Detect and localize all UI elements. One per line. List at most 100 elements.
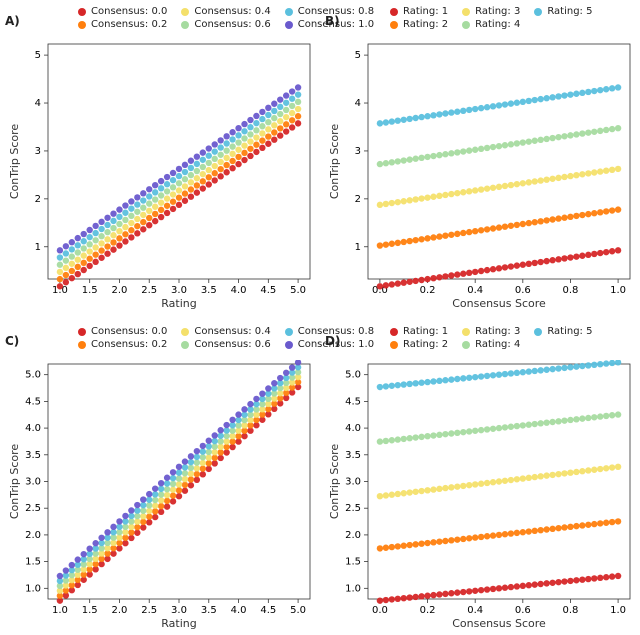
data-point (146, 193, 152, 199)
data-point (229, 438, 235, 444)
data-point (277, 111, 283, 117)
x-tick-label: 0.4 (467, 285, 483, 296)
data-point (537, 218, 543, 224)
data-point (259, 116, 265, 122)
data-point (92, 230, 98, 236)
data-point (412, 278, 418, 284)
y-tick-label: 3.5 (25, 450, 41, 461)
data-point (418, 277, 424, 283)
data-point (472, 106, 478, 112)
data-point (609, 360, 615, 366)
data-point (484, 104, 490, 110)
legend-item: Consensus: 0.0 (78, 326, 167, 337)
data-point (597, 250, 603, 256)
data-point (448, 109, 454, 115)
data-point (241, 135, 247, 141)
data-point (424, 487, 430, 493)
data-point (603, 520, 609, 526)
data-point (430, 194, 436, 200)
data-point (418, 114, 424, 120)
data-point (418, 236, 424, 242)
data-point (514, 222, 520, 228)
data-point (223, 140, 229, 146)
data-point (176, 202, 182, 208)
data-point (496, 478, 502, 484)
data-point (63, 272, 69, 278)
data-point (591, 129, 597, 135)
data-point (122, 535, 128, 541)
data-point (496, 425, 502, 431)
data-point (110, 225, 116, 231)
data-point (200, 157, 206, 163)
data-point (57, 276, 63, 282)
x-tick-label: 1.0 (52, 605, 68, 616)
data-point (603, 127, 609, 133)
data-point (57, 254, 63, 260)
data-point (389, 544, 395, 550)
data-point (609, 412, 615, 418)
data-point (271, 108, 277, 114)
data-point (377, 384, 383, 390)
data-point (158, 503, 164, 509)
data-point (104, 529, 110, 535)
data-point (188, 476, 194, 482)
data-point (502, 183, 508, 189)
data-point (436, 111, 442, 117)
data-point (57, 247, 63, 253)
data-point (81, 252, 87, 258)
data-point (223, 449, 229, 455)
data-point (86, 227, 92, 233)
data-point (283, 128, 289, 134)
data-point (496, 371, 502, 377)
data-point (555, 134, 561, 140)
data-point (537, 581, 543, 587)
data-point (561, 92, 567, 98)
data-point (140, 226, 146, 232)
data-point (206, 443, 212, 449)
data-point (146, 491, 152, 497)
data-point (176, 481, 182, 487)
data-point (436, 152, 442, 158)
data-point (561, 417, 567, 423)
x-tick-label: 0.2 (420, 285, 436, 296)
data-point (235, 125, 241, 131)
data-point (401, 490, 407, 496)
data-point (140, 513, 146, 519)
data-point (86, 256, 92, 262)
data-point (182, 198, 188, 204)
data-point (140, 205, 146, 211)
data-point (206, 460, 212, 466)
data-point (235, 161, 241, 167)
data-point (615, 464, 621, 470)
data-point (502, 101, 508, 107)
data-point (597, 520, 603, 526)
data-point (170, 177, 176, 183)
x-tick-label: 5.0 (290, 285, 306, 296)
legend-item: Rating: 1 (390, 6, 448, 17)
data-point (140, 502, 146, 508)
legend-dot-icon (285, 341, 293, 349)
data-point (229, 151, 235, 157)
data-point (389, 200, 395, 206)
data-point (502, 585, 508, 591)
data-point (502, 264, 508, 270)
data-point (212, 163, 218, 169)
data-point (514, 423, 520, 429)
data-point (170, 206, 176, 212)
data-point (265, 133, 271, 139)
data-point (424, 113, 430, 119)
data-point (134, 518, 140, 524)
data-point (271, 129, 277, 135)
legend-dot-icon (78, 8, 86, 16)
data-point (164, 195, 170, 201)
y-tick-label: 2 (355, 194, 361, 205)
y-tick-label: 2.5 (345, 503, 361, 514)
data-point (591, 575, 597, 581)
data-point (223, 147, 229, 153)
data-point (591, 251, 597, 257)
data-point (265, 112, 271, 118)
data-point (585, 522, 591, 528)
legend-dot-icon (390, 341, 398, 349)
data-point (454, 483, 460, 489)
legend-item: Rating: 3 (462, 6, 520, 17)
